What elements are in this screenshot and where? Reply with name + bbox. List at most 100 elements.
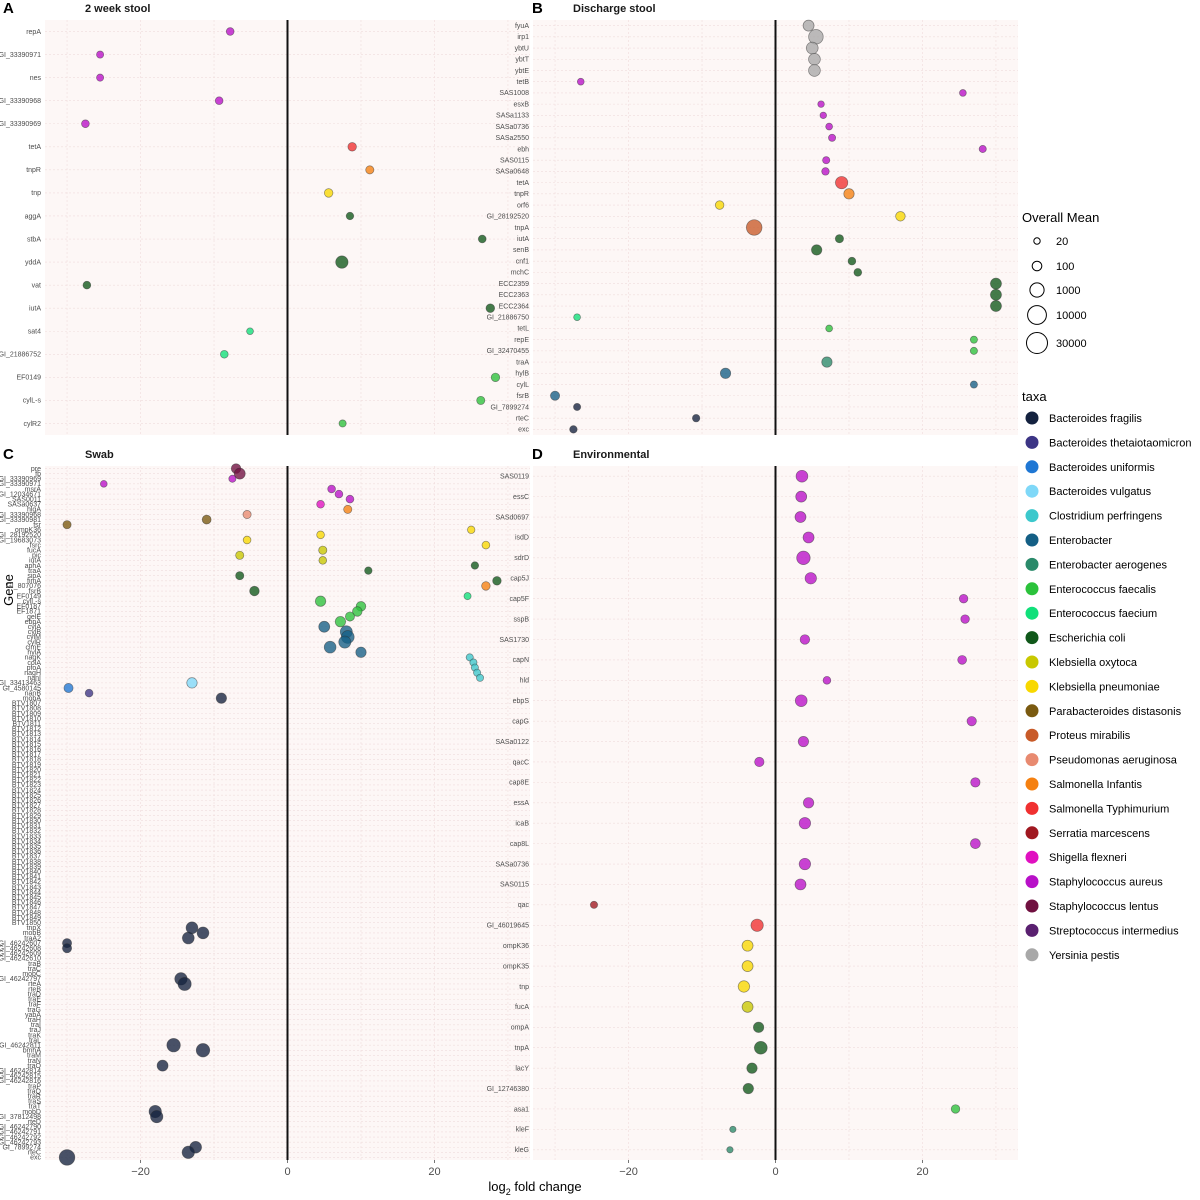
gene-tick-label: hld <box>520 678 529 685</box>
gene-tick-label: kleF <box>516 1127 529 1134</box>
data-point <box>822 676 832 685</box>
gene-tick-label: GI_12034671 <box>0 491 41 498</box>
gene-tick-label: tetA <box>517 180 530 187</box>
data-point <box>753 1021 765 1033</box>
data-point <box>828 133 837 142</box>
data-point <box>802 19 815 32</box>
taxa-legend-label: Pseudomonas aeruginosa <box>1049 755 1178 767</box>
gene-tick-label: BTV1822 <box>12 777 41 784</box>
gene-tick-label: BTV1831 <box>12 823 41 830</box>
gene-tick-label: traJ <box>29 1027 41 1034</box>
taxa-legend-label: Bacteroides vulgatus <box>1049 486 1152 498</box>
gene-tick-label: ebh <box>517 146 529 153</box>
gene-tick-label: stbA <box>27 236 41 243</box>
data-point <box>990 300 1002 312</box>
data-point <box>467 525 476 534</box>
gene-tick-label: cnf1 <box>516 258 529 265</box>
gene-tick-label: tetA <box>29 144 42 151</box>
data-point <box>853 268 863 277</box>
gene-tick-label: BTV1847 <box>12 905 41 912</box>
taxa-legend-label: Klebsiella oxytoca <box>1049 657 1138 669</box>
x-tick-label: 20 <box>428 1166 440 1178</box>
gene-tick-label: ybtT <box>515 57 529 64</box>
gene-tick-label: SAS0119 <box>500 474 529 481</box>
gene-tick-label: cap5J <box>510 576 529 583</box>
data-point <box>808 53 821 66</box>
gene-tick-label: traF <box>29 1002 41 1009</box>
gene-tick-label: BTV1827 <box>12 803 41 810</box>
taxa-legend-label: Enterococcus faecium <box>1049 608 1157 620</box>
gene-tick-label: SAS1008 <box>499 90 529 97</box>
gene-tick-label: GI_46242797 <box>0 976 41 983</box>
data-point <box>804 572 817 585</box>
gene-tick-label: BTV1818 <box>12 757 41 764</box>
taxa-legend-label: Staphylococcus aureus <box>1049 877 1163 889</box>
taxa-legend-swatch <box>1025 582 1039 596</box>
taxa-legend-swatch <box>1025 875 1039 889</box>
taxa-legend-swatch <box>1025 655 1039 669</box>
gene-tick-label: traA <box>516 359 529 366</box>
data-point <box>569 425 578 434</box>
gene-tick-label: BTV1845 <box>12 894 41 901</box>
gene-tick-label: traQ <box>27 1088 41 1095</box>
taxa-legend-label: Enterococcus faecalis <box>1049 584 1156 596</box>
data-point <box>825 122 833 131</box>
taxa-legend-swatch <box>1025 435 1039 449</box>
gene-tick-label: GI_12746380 <box>487 1086 530 1093</box>
gene-tick-label: hylA <box>27 650 41 657</box>
data-point <box>182 931 195 945</box>
panel-title: 2 week stool <box>85 3 150 15</box>
gene-tick-label: fsrB <box>517 393 530 400</box>
gene-tick-label: GI_32470455 <box>487 348 530 355</box>
size-legend-label: 1000 <box>1056 285 1080 297</box>
gene-tick-label: rteC <box>516 415 529 422</box>
gene-tick-label: GI_46242609 <box>0 951 41 958</box>
data-point <box>794 694 808 707</box>
gene-tick-label: ECC2364 <box>499 303 529 310</box>
gene-tick-label: traM <box>27 1053 41 1060</box>
gene-tick-label: GI_46242610 <box>0 956 41 963</box>
data-point <box>242 510 252 519</box>
data-point <box>82 280 92 290</box>
gene-tick-label: isdD <box>515 535 529 542</box>
data-point <box>364 566 373 575</box>
data-point <box>334 489 344 499</box>
gene-tick-label: SASd0697 <box>496 514 530 521</box>
gene-tick-label: traC <box>28 966 41 973</box>
gene-tick-label: sspB <box>513 616 529 623</box>
gene-tick-label: cylR <box>27 639 41 646</box>
gene-tick-label: BTV1823 <box>12 782 41 789</box>
taxa-legend-title: taxa <box>1022 389 1047 404</box>
gene-tick-label: BTV1830 <box>12 818 41 825</box>
data-point <box>969 335 978 344</box>
gene-tick-label: nanI <box>27 675 41 682</box>
taxa-legend-swatch <box>1025 509 1039 523</box>
data-point <box>485 303 495 313</box>
data-point <box>957 655 967 665</box>
gene-tick-label: GI_28192520 <box>487 214 530 221</box>
gene-tick-label: traB <box>28 961 41 968</box>
data-point <box>719 367 732 379</box>
size-legend-label: 100 <box>1056 261 1074 273</box>
data-point <box>794 511 807 523</box>
gene-tick-label: nagH <box>24 670 41 677</box>
gene-tick-label: cylA <box>28 624 42 631</box>
panel-letter: D <box>532 446 543 463</box>
gene-tick-label: SASa0736 <box>496 124 530 131</box>
data-point <box>808 29 824 45</box>
data-point <box>352 606 363 617</box>
data-point <box>177 977 192 991</box>
data-point <box>365 165 375 175</box>
taxa-legend-swatch <box>1025 557 1039 571</box>
gene-tick-label: irp1 <box>517 34 529 41</box>
gene-tick-label: fimA <box>27 578 41 585</box>
data-point <box>327 484 336 494</box>
gene-tick-label: mobB <box>23 930 42 937</box>
data-point <box>811 244 823 256</box>
data-point <box>96 73 105 82</box>
data-point <box>323 640 337 654</box>
gene-tick-label: BTV1838 <box>12 859 41 866</box>
gene-tick-label: BTV1835 <box>12 843 41 850</box>
